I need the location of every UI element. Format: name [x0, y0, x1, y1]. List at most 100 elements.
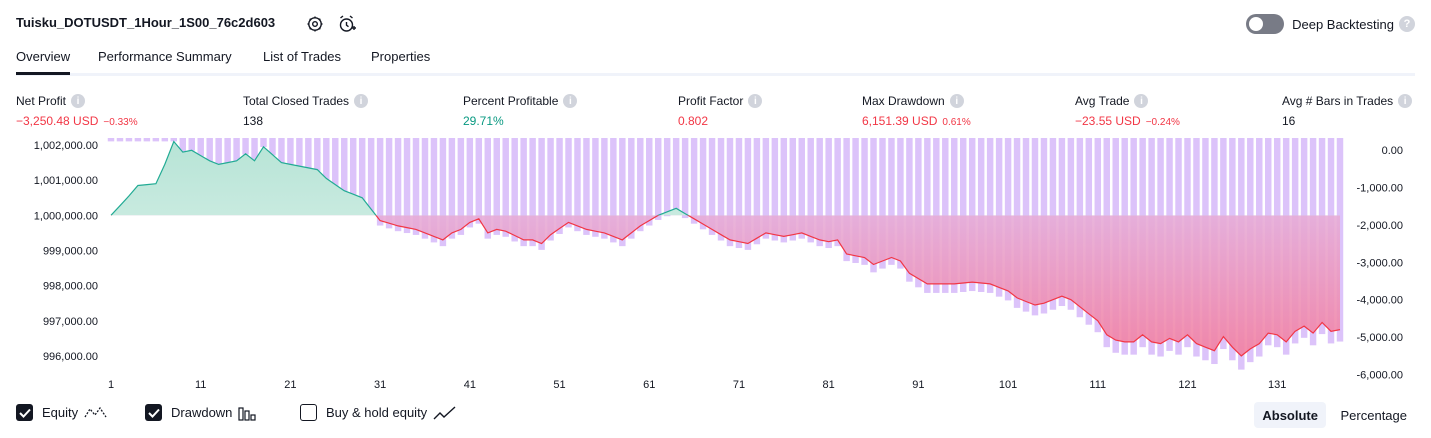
drawdown-bar	[314, 138, 321, 172]
stat-value: 138	[243, 114, 264, 128]
equity-line-layer	[110, 140, 1341, 357]
drawdown-bar	[771, 138, 779, 241]
tab-list-of-trades[interactable]: List of Trades	[263, 49, 342, 64]
info-icon[interactable]: i	[949, 94, 964, 108]
drawdown-bar	[708, 138, 716, 235]
info-icon[interactable]: i	[563, 94, 578, 108]
equity-axis-tick: 997,000.00	[43, 316, 98, 328]
trade-number-tick: 91	[912, 379, 924, 391]
trade-number-tick: 41	[464, 379, 476, 391]
drawdown-bar	[493, 138, 500, 235]
gear-icon[interactable]	[303, 12, 327, 36]
info-icon[interactable]: i	[748, 94, 763, 108]
drawdown-bar	[565, 138, 572, 228]
tab-bar: Overview Performance Summary List of Tra…	[16, 44, 1415, 76]
drawdown-bar	[269, 138, 276, 156]
drawdown-bar	[762, 138, 770, 239]
trade-number-tick: 111	[1089, 379, 1106, 391]
drawdown-bar	[888, 138, 895, 265]
drawdown-bar	[601, 138, 608, 239]
info-icon[interactable]: i	[354, 94, 369, 108]
drawdown-bar	[735, 138, 743, 249]
drawdown-bar	[619, 138, 626, 247]
buy-hold-toggle[interactable]: Buy & hold equity	[300, 404, 457, 421]
drawdown-checkbox[interactable]	[145, 404, 162, 421]
trade-number-tick: 71	[733, 379, 745, 391]
chart-legend: Equity Drawdown Buy & hold equity Absolu…	[16, 402, 1415, 428]
equity-label: Equity	[42, 405, 79, 420]
drawdown-bar	[511, 138, 518, 242]
drawdown-bar	[789, 138, 797, 241]
drawdown-bar	[663, 138, 671, 217]
drawdown-axis-tick: -2,000.00	[1357, 220, 1403, 232]
drawdown-bar	[753, 138, 761, 245]
trade-number-tick: 31	[374, 379, 386, 391]
drawdown-bar	[672, 138, 680, 213]
alarm-clock-plus-icon[interactable]	[335, 12, 359, 36]
stats-row: Net Profit i −3,250.48 USD −0.33% Total Cl…	[16, 94, 1415, 134]
absolute-button[interactable]: Absolute	[1254, 402, 1326, 428]
drawdown-bar	[825, 138, 832, 249]
drawdown-bar	[968, 138, 976, 292]
drawdown-bar	[977, 138, 985, 292]
drawdown-bar	[556, 138, 563, 234]
equity-drawdown-chart[interactable]: 1,002,000.00 1,001,000.00 1,000,000.00 999,…	[0, 138, 1431, 394]
equity-profit-area	[111, 141, 1340, 216]
drawdown-bar	[179, 138, 186, 153]
equity-line-profit	[110, 140, 690, 216]
drawdown-axis-tick: -1,000.00	[1357, 182, 1403, 194]
stat-percent: −0.33%	[103, 117, 138, 128]
equity-axis-tick: 1,002,000.00	[34, 140, 98, 152]
drawdown-bar	[699, 138, 707, 230]
drawdown-bar	[394, 138, 402, 232]
drawdown-bar	[287, 138, 294, 166]
deep-backtesting: Deep Backtesting ?	[1246, 12, 1415, 36]
buy-hold-checkbox[interactable]	[300, 404, 317, 421]
stat-net-profit: Net Profit i −3,250.48 USD −0.33%	[16, 94, 138, 128]
drawdown-bar	[726, 138, 734, 247]
stat-label: Net Profit	[16, 94, 67, 108]
drawdown-bar	[161, 138, 169, 142]
trade-number-tick: 81	[823, 379, 835, 391]
drawdown-bar	[152, 138, 160, 142]
trade-number-tick: 11	[195, 379, 206, 391]
trade-number-axis: 1 11 21 31 41 51 61 71 81 91 101 111 121 131	[108, 379, 1286, 391]
drawdown-bar	[170, 138, 178, 142]
tab-properties[interactable]: Properties	[371, 49, 431, 64]
stat-avg-trade: Avg Trade i −23.55 USD −0.24%	[1075, 94, 1180, 128]
percentage-button[interactable]: Percentage	[1340, 407, 1408, 423]
tab-overview[interactable]: Overview	[16, 49, 71, 75]
info-icon[interactable]: i	[1398, 94, 1413, 108]
drawdown-bar	[475, 138, 483, 224]
drawdown-toggle[interactable]: Drawdown	[145, 404, 257, 421]
trade-number-tick: 121	[1178, 379, 1196, 391]
stat-value: 0.802	[678, 114, 709, 128]
drawdown-bar	[188, 138, 195, 151]
stat-percent: 0.61%	[942, 117, 971, 128]
drawdown-bar	[197, 138, 204, 157]
tab-performance-summary[interactable]: Performance Summary	[98, 49, 232, 64]
equity-toggle[interactable]: Equity	[16, 404, 108, 421]
drawdown-bar	[681, 138, 689, 219]
drawdown-axis-tick: -4,000.00	[1357, 295, 1403, 307]
info-icon[interactable]: i	[1134, 94, 1149, 108]
drawdown-bar	[251, 138, 258, 162]
info-icon[interactable]: i	[71, 94, 86, 108]
drawdown-bar	[403, 138, 411, 234]
stat-total-closed-trades: Total Closed Trades i 138	[243, 94, 369, 128]
help-icon[interactable]: ?	[1399, 16, 1415, 32]
stat-label: Max Drawdown	[862, 94, 945, 108]
drawdown-bar	[538, 138, 545, 250]
stat-label: Avg # Bars in Trades	[1282, 94, 1394, 108]
drawdown-bar	[906, 138, 913, 282]
drawdown-bar	[242, 138, 249, 155]
trend-line-icon	[433, 405, 457, 421]
stat-profit-factor: Profit Factor i 0.802	[678, 94, 763, 128]
drawdown-bar	[637, 138, 644, 232]
drawdown-bar	[959, 138, 967, 292]
deep-backtesting-toggle[interactable]	[1246, 14, 1285, 34]
drawdown-bar	[296, 138, 303, 168]
drawdown-bar	[466, 138, 474, 228]
trade-number-tick: 1	[108, 379, 114, 391]
equity-checkbox[interactable]	[16, 404, 33, 421]
